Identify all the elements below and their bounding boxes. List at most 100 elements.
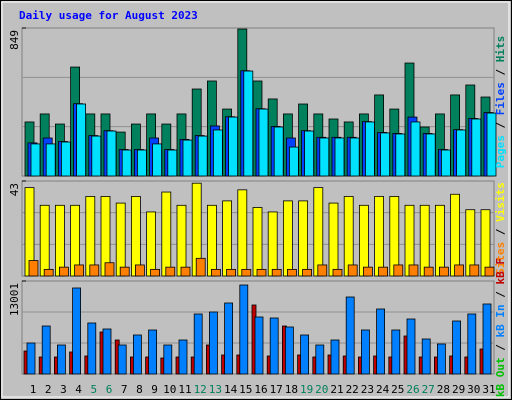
bar	[406, 318, 416, 375]
x-tick-label: 10	[163, 383, 176, 396]
bar	[423, 266, 434, 277]
bar	[343, 196, 354, 277]
chart-title: Daily usage for August 2023	[19, 9, 198, 22]
x-tick-label: 17	[270, 383, 283, 396]
bar	[419, 204, 430, 277]
bar	[76, 103, 86, 177]
bar	[130, 196, 141, 277]
x-tick-label: 26	[406, 383, 419, 396]
legend-separator: /	[494, 337, 507, 357]
x-tick-label: 6	[106, 383, 113, 396]
legend-separator: /	[494, 222, 507, 242]
bar	[376, 308, 386, 375]
bar	[59, 266, 69, 277]
bar	[180, 266, 191, 277]
x-tick-label: 27	[422, 383, 435, 396]
bar	[304, 130, 315, 177]
x-tick-label: 29	[452, 383, 465, 396]
x-tick-label: 3	[60, 383, 67, 396]
bar	[30, 143, 41, 177]
x-tick-label: 4	[75, 383, 82, 396]
bar	[349, 137, 360, 177]
bar	[467, 313, 477, 375]
legend-entry: kB In	[494, 304, 507, 337]
bar	[410, 121, 421, 177]
bar	[454, 264, 465, 277]
bar	[197, 135, 208, 177]
bar	[193, 313, 203, 375]
bar	[91, 135, 102, 177]
bar	[273, 126, 284, 177]
bar	[117, 344, 127, 375]
bar	[163, 344, 173, 375]
legend-entry: Files	[494, 82, 507, 115]
bar	[258, 108, 269, 177]
bar	[57, 344, 66, 375]
bar	[239, 284, 249, 375]
bar	[319, 137, 330, 177]
bar	[182, 139, 193, 177]
legend-separator: /	[494, 284, 507, 304]
bar	[208, 311, 218, 375]
bar	[286, 268, 297, 277]
bar	[425, 133, 436, 177]
bar	[471, 118, 482, 177]
bar	[315, 344, 325, 375]
bar	[121, 149, 132, 177]
bar	[45, 143, 56, 177]
bar	[482, 303, 492, 375]
x-tick-label: 2	[45, 383, 52, 396]
bar	[345, 296, 355, 375]
y-tick-label: 849	[8, 30, 21, 50]
legend: Sites / Visits	[494, 182, 507, 275]
bar	[152, 143, 163, 177]
bar	[288, 146, 299, 177]
bar	[282, 200, 293, 277]
bar	[28, 260, 39, 277]
bar	[167, 149, 178, 177]
legend-entry: kB F	[494, 258, 507, 285]
bar	[210, 268, 221, 277]
x-tick-label: 16	[254, 383, 267, 396]
bar	[408, 264, 419, 277]
bar	[243, 70, 254, 177]
bar	[389, 196, 400, 277]
x-tick-label: 22	[346, 383, 359, 396]
bar	[434, 204, 445, 277]
bar	[334, 137, 345, 177]
bar	[176, 204, 187, 277]
x-tick-label: 21	[330, 383, 343, 396]
bar	[380, 132, 391, 177]
bar	[39, 204, 50, 277]
x-tick-label: 14	[224, 383, 238, 396]
bar	[102, 328, 112, 375]
legend-entry: kB Out	[494, 357, 507, 397]
bar	[212, 129, 223, 177]
legend-entry: Pages	[494, 135, 507, 168]
legend-separator: /	[494, 62, 507, 82]
x-tick-label: 28	[437, 383, 450, 396]
bar	[224, 302, 234, 375]
bar	[41, 325, 51, 375]
y-tick-label: 13001	[8, 283, 21, 316]
x-tick-label: 20	[315, 383, 328, 396]
bar	[26, 342, 36, 375]
legend: Pages / Files / Hits	[494, 36, 507, 169]
bar	[347, 264, 358, 277]
bar	[195, 257, 206, 277]
bar	[178, 339, 188, 375]
bar	[74, 264, 84, 277]
bar	[148, 329, 158, 375]
bar	[440, 149, 451, 177]
bar	[55, 204, 65, 277]
bar	[393, 264, 404, 277]
x-tick-label: 12	[194, 383, 207, 396]
x-tick-label: 11	[178, 383, 191, 396]
bar	[358, 204, 369, 277]
bar	[332, 268, 343, 277]
bar	[450, 193, 461, 277]
bar	[267, 211, 278, 277]
legend: kB Out / kB In / kB F	[494, 258, 507, 397]
x-tick-label: 15	[239, 383, 252, 396]
